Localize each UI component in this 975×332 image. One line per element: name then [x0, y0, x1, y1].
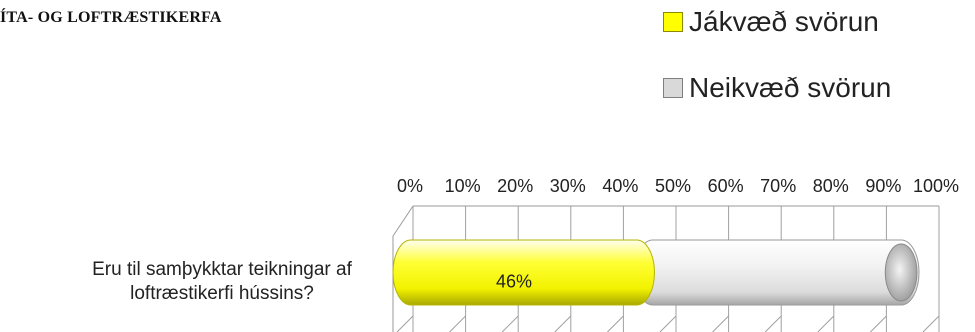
floor-gridline — [501, 315, 519, 332]
x-tick-label: 30% — [549, 176, 586, 196]
x-tick-label: 40% — [602, 176, 639, 196]
data-label: 46% — [496, 272, 532, 292]
floor-gridline — [396, 315, 414, 332]
legend-label-positive: Jákvæð svörun — [689, 6, 879, 37]
bar-segment-1 — [634, 239, 920, 306]
x-tick-label: 0% — [396, 176, 424, 196]
category-label: Eru til samþykktar teikningar af loftræs… — [92, 259, 352, 304]
floor-gridline — [449, 315, 466, 332]
legend-item-positive: Jákvæð svörun — [663, 6, 879, 38]
x-tick-label: 80% — [812, 176, 849, 196]
bar-end-cap — [884, 243, 918, 302]
chart-title: ÍTA- OG LOFTRÆSTIKERFA — [0, 9, 222, 26]
floor-gridline — [870, 315, 887, 332]
floor-gridline — [607, 315, 624, 332]
legend-swatch-positive — [663, 12, 683, 32]
legend-label-negative: Neikvæð svörun — [689, 72, 892, 103]
x-tick-label: 20% — [497, 176, 534, 196]
bar-segment-0 — [392, 239, 655, 306]
floor-gridline — [554, 315, 572, 332]
x-tick-label: 60% — [707, 176, 744, 196]
x-tick-label: 70% — [760, 176, 797, 196]
floor-gridline — [764, 315, 782, 332]
x-tick-label: 90% — [865, 176, 902, 196]
legend-item-negative: Neikvæð svörun — [663, 72, 891, 104]
floor-gridline — [659, 315, 677, 332]
x-tick-label: 100% — [912, 176, 960, 196]
x-tick-label: 10% — [444, 176, 481, 196]
side-wall-edge — [392, 205, 414, 237]
legend-swatch-negative — [663, 78, 683, 98]
floor-gridline — [922, 315, 940, 332]
floor-gridline — [712, 315, 729, 332]
floor-gridline — [817, 315, 835, 332]
x-tick-label: 50% — [654, 176, 692, 196]
